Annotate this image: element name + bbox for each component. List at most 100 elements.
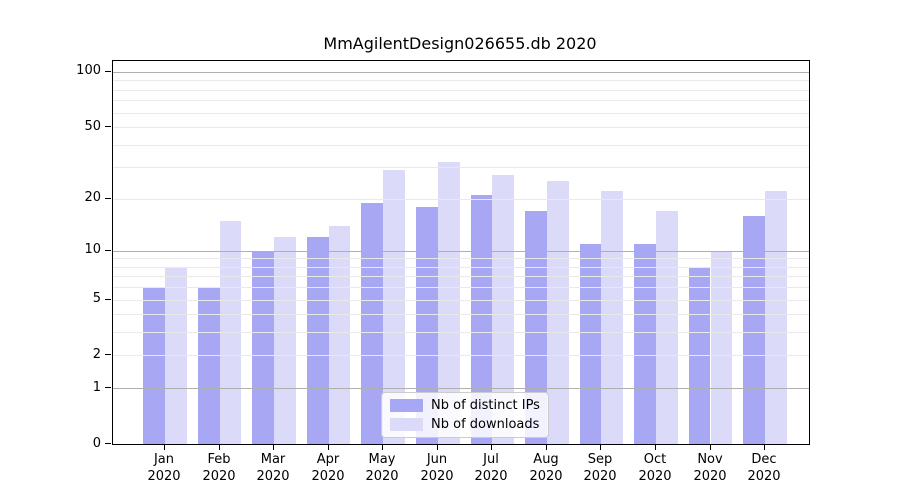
bar-nb-of-distinct-ips-sep bbox=[579, 243, 602, 444]
x-tick-label-nov: Nov 2020 bbox=[680, 451, 740, 485]
y-tick-label-10: 10 bbox=[84, 242, 101, 257]
x-tick-label-mar: Mar 2020 bbox=[243, 451, 303, 485]
x-tick-year-apr: 2020 bbox=[311, 469, 345, 484]
x-tick-year-jun: 2020 bbox=[420, 469, 454, 484]
bar-nb-of-distinct-ips-may bbox=[361, 202, 384, 444]
x-tick-oct bbox=[655, 444, 656, 450]
x-tick-year-feb: 2020 bbox=[202, 469, 236, 484]
y-tick-0 bbox=[105, 443, 111, 444]
x-tick-label-sep: Sep 2020 bbox=[570, 451, 630, 485]
bar-nb-of-downloads-oct bbox=[655, 211, 678, 444]
minor-gridline-2 bbox=[113, 355, 809, 356]
bar-nb-of-downloads-sep bbox=[601, 191, 624, 444]
minor-gridline-9 bbox=[113, 258, 809, 259]
bar-nb-of-downloads-may bbox=[383, 169, 405, 444]
minor-gridline-80 bbox=[113, 90, 809, 91]
y-tick-5 bbox=[105, 299, 111, 300]
minor-gridline-30 bbox=[113, 167, 809, 168]
minor-gridline-5 bbox=[113, 300, 809, 301]
bar-nb-of-distinct-ips-apr bbox=[306, 237, 329, 444]
minor-gridline-8 bbox=[113, 267, 809, 268]
x-tick-year-jul: 2020 bbox=[474, 469, 508, 484]
x-tick-year-jan: 2020 bbox=[147, 469, 181, 484]
bar-nb-of-distinct-ips-dec bbox=[743, 215, 766, 444]
minor-gridline-40 bbox=[113, 145, 809, 146]
legend-swatch-nb-of-downloads bbox=[390, 418, 423, 431]
x-tick-label-jul: Jul 2020 bbox=[461, 451, 521, 485]
y-tick-10 bbox=[105, 250, 111, 251]
bar-nb-of-downloads-jun bbox=[437, 162, 460, 444]
minor-gridline-70 bbox=[113, 100, 809, 101]
y-tick-100 bbox=[105, 71, 111, 72]
bar-nb-of-distinct-ips-feb bbox=[197, 287, 220, 444]
legend-row-nb-of-downloads: Nb of downloads bbox=[390, 417, 540, 432]
x-tick-label-apr: Apr 2020 bbox=[298, 451, 358, 485]
x-tick-jun bbox=[437, 444, 438, 450]
x-tick-aug bbox=[546, 444, 547, 450]
y-tick-label-5: 5 bbox=[92, 291, 101, 306]
y-tick-label-20: 20 bbox=[84, 190, 101, 205]
x-tick-label-may: May 2020 bbox=[352, 451, 412, 485]
x-tick-year-aug: 2020 bbox=[529, 469, 563, 484]
legend-label-nb-of-distinct-ips: Nb of distinct IPs bbox=[431, 398, 540, 413]
legend: Nb of distinct IPs Nb of downloads bbox=[381, 392, 549, 438]
y-tick-label-0: 0 bbox=[92, 436, 101, 451]
bar-nb-of-distinct-ips-aug bbox=[525, 211, 547, 444]
x-tick-year-dec: 2020 bbox=[747, 469, 781, 484]
major-gridline-1 bbox=[113, 388, 809, 389]
major-gridline-10 bbox=[113, 251, 809, 252]
y-tick-50 bbox=[105, 126, 111, 127]
chart-title: MmAgilentDesign026655.db 2020 bbox=[323, 34, 597, 53]
bar-nb-of-downloads-aug bbox=[546, 181, 569, 444]
bar-nb-of-distinct-ips-oct bbox=[634, 243, 656, 444]
x-tick-sep bbox=[600, 444, 601, 450]
x-tick-year-nov: 2020 bbox=[693, 469, 727, 484]
legend-row-nb-of-distinct-ips: Nb of distinct IPs bbox=[390, 398, 540, 413]
x-tick-label-jun: Jun 2020 bbox=[407, 451, 467, 485]
x-tick-year-sep: 2020 bbox=[583, 469, 617, 484]
y-tick-2 bbox=[105, 354, 111, 355]
legend-swatch-nb-of-distinct-ips bbox=[390, 399, 423, 412]
x-tick-feb bbox=[219, 444, 220, 450]
minor-gridline-6 bbox=[113, 287, 809, 288]
x-tick-may bbox=[382, 444, 383, 450]
y-tick-label-2: 2 bbox=[92, 347, 101, 362]
x-tick-dec bbox=[764, 444, 765, 450]
x-tick-label-jan: Jan 2020 bbox=[134, 451, 194, 485]
x-tick-year-oct: 2020 bbox=[638, 469, 672, 484]
bar-nb-of-downloads-jul bbox=[492, 175, 515, 444]
bar-nb-of-downloads-nov bbox=[710, 250, 733, 444]
minor-gridline-90 bbox=[113, 80, 809, 81]
x-tick-label-oct: Oct 2020 bbox=[625, 451, 685, 485]
x-tick-jan bbox=[164, 444, 165, 450]
x-tick-label-dec: Dec 2020 bbox=[734, 451, 794, 485]
minor-gridline-7 bbox=[113, 276, 809, 277]
bar-nb-of-distinct-ips-mar bbox=[252, 250, 275, 444]
minor-gridline-20 bbox=[113, 199, 809, 200]
minor-gridline-60 bbox=[113, 113, 809, 114]
x-tick-label-aug: Aug 2020 bbox=[516, 451, 576, 485]
minor-gridline-3 bbox=[113, 332, 809, 333]
legend-label-nb-of-downloads: Nb of downloads bbox=[431, 417, 540, 432]
y-tick-1 bbox=[105, 387, 111, 388]
bar-nb-of-distinct-ips-jan bbox=[143, 287, 165, 444]
plot-area: Nb of distinct IPs Nb of downloads bbox=[112, 60, 810, 445]
x-tick-nov bbox=[710, 444, 711, 450]
y-tick-label-100: 100 bbox=[76, 63, 101, 78]
x-tick-mar bbox=[273, 444, 274, 450]
minor-gridline-4 bbox=[113, 314, 809, 315]
y-tick-20 bbox=[105, 198, 111, 199]
minor-gridline-50 bbox=[113, 127, 809, 128]
x-tick-year-mar: 2020 bbox=[256, 469, 290, 484]
x-tick-label-feb: Feb 2020 bbox=[189, 451, 249, 485]
bar-nb-of-distinct-ips-jun bbox=[415, 206, 438, 444]
bar-nb-of-downloads-apr bbox=[328, 225, 351, 444]
x-tick-year-may: 2020 bbox=[365, 469, 399, 484]
x-tick-jul bbox=[491, 444, 492, 450]
bar-nb-of-downloads-dec bbox=[765, 191, 787, 444]
bar-nb-of-downloads-mar bbox=[274, 237, 296, 444]
bar-nb-of-distinct-ips-jul bbox=[470, 194, 493, 444]
major-gridline-100 bbox=[113, 72, 809, 73]
x-tick-apr bbox=[328, 444, 329, 450]
